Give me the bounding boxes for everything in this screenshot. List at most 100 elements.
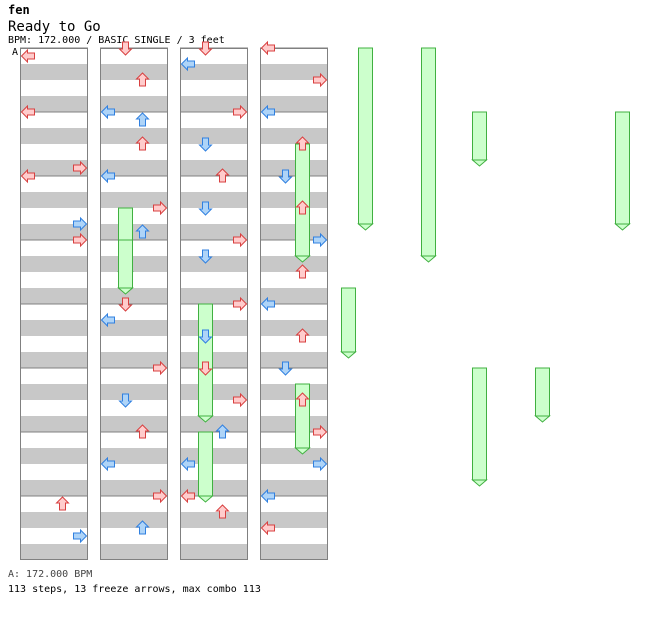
left-arrow-icon <box>260 40 275 56</box>
beat-stripe <box>100 320 168 336</box>
freeze-tail <box>420 255 437 263</box>
left-arrow-icon <box>100 168 115 184</box>
beat-stripe <box>100 64 168 80</box>
up-arrow-icon <box>295 200 310 215</box>
song-artist: fen <box>8 3 30 17</box>
down-arrow-icon <box>198 41 213 56</box>
beat-stripe <box>100 160 168 176</box>
beat-stripe <box>260 448 328 464</box>
beat-stripe <box>260 96 328 112</box>
right-arrow-icon <box>73 232 88 248</box>
left-arrow-icon <box>260 296 275 312</box>
beat-stripe <box>100 512 168 528</box>
chart-info: BPM: 172.000 / BASIC SINGLE / 3 feet <box>8 35 225 46</box>
freeze-arrow <box>358 47 373 225</box>
column-border <box>180 48 248 560</box>
beat-stripe <box>100 448 168 464</box>
beat-stripe <box>100 480 168 496</box>
beat-stripe <box>180 192 248 208</box>
beat-stripe <box>20 416 88 432</box>
beat-stripe <box>100 256 168 272</box>
beat-stripe <box>100 288 168 304</box>
freeze-arrow <box>341 287 356 353</box>
right-arrow-icon <box>233 296 248 312</box>
freeze-arrow <box>198 431 213 497</box>
down-arrow-icon <box>118 297 133 312</box>
freeze-tail <box>117 287 134 295</box>
beat-stripe <box>100 416 168 432</box>
up-arrow-icon <box>135 224 150 239</box>
beat-stripe <box>20 352 88 368</box>
right-arrow-icon <box>233 392 248 408</box>
beat-stripe <box>20 320 88 336</box>
beat-stripe <box>180 352 248 368</box>
freeze-tail <box>197 415 214 423</box>
left-arrow-icon <box>260 520 275 536</box>
down-arrow-icon <box>198 361 213 376</box>
section-marker: A <box>12 47 19 58</box>
beat-stripe <box>20 128 88 144</box>
right-arrow-icon <box>73 160 88 176</box>
song-title: Ready to Go <box>8 19 101 35</box>
beat-stripe <box>100 352 168 368</box>
beat-stripe <box>260 416 328 432</box>
freeze-arrow <box>615 111 630 225</box>
beat-stripe <box>260 544 328 560</box>
beat-stripe <box>20 256 88 272</box>
beat-stripe <box>260 352 328 368</box>
beat-stripe <box>100 96 168 112</box>
up-arrow-icon <box>295 392 310 407</box>
beat-stripe <box>180 448 248 464</box>
freeze-tail <box>534 415 551 423</box>
freeze-arrow <box>421 47 436 257</box>
freeze-tail <box>471 159 488 167</box>
beat-stripe <box>260 128 328 144</box>
down-arrow-icon <box>118 393 133 408</box>
beat-stripe <box>100 384 168 400</box>
beat-stripe <box>180 320 248 336</box>
column-border <box>20 48 88 560</box>
beat-stripe <box>20 512 88 528</box>
left-arrow-icon <box>180 56 195 72</box>
beat-stripe <box>20 288 88 304</box>
beat-stripe <box>260 256 328 272</box>
beat-stripe <box>260 480 328 496</box>
left-arrow-icon <box>260 488 275 504</box>
left-arrow-icon <box>20 168 35 184</box>
beat-stripe <box>20 224 88 240</box>
beat-stripe <box>20 192 88 208</box>
beat-stripe <box>20 480 88 496</box>
freeze-tail <box>614 223 631 231</box>
up-arrow-icon <box>295 264 310 279</box>
right-arrow-icon <box>233 232 248 248</box>
beat-stripe <box>100 128 168 144</box>
down-arrow-icon <box>118 41 133 56</box>
beat-stripe <box>100 224 168 240</box>
freeze-arrow <box>472 111 487 161</box>
beat-stripe <box>180 160 248 176</box>
beat-stripe <box>20 64 88 80</box>
beat-stripe <box>180 544 248 560</box>
up-arrow-icon <box>295 328 310 343</box>
beat-stripe <box>180 64 248 80</box>
left-arrow-icon <box>180 456 195 472</box>
bpm-footer: A: 172.000 BPM <box>8 569 93 580</box>
beat-stripe <box>260 288 328 304</box>
beat-stripe <box>260 224 328 240</box>
beat-stripe <box>100 544 168 560</box>
freeze-tail <box>340 351 357 359</box>
beat-stripe <box>260 320 328 336</box>
down-arrow-icon <box>198 201 213 216</box>
beat-stripe <box>260 384 328 400</box>
beat-stripe <box>180 288 248 304</box>
freeze-arrow <box>118 239 133 289</box>
freeze-tail <box>471 479 488 487</box>
freeze-tail <box>197 495 214 503</box>
down-arrow-icon <box>198 329 213 344</box>
beat-stripe <box>100 192 168 208</box>
down-arrow-icon <box>278 169 293 184</box>
left-arrow-icon <box>20 104 35 120</box>
right-arrow-icon <box>313 456 328 472</box>
freeze-arrow <box>198 303 213 417</box>
